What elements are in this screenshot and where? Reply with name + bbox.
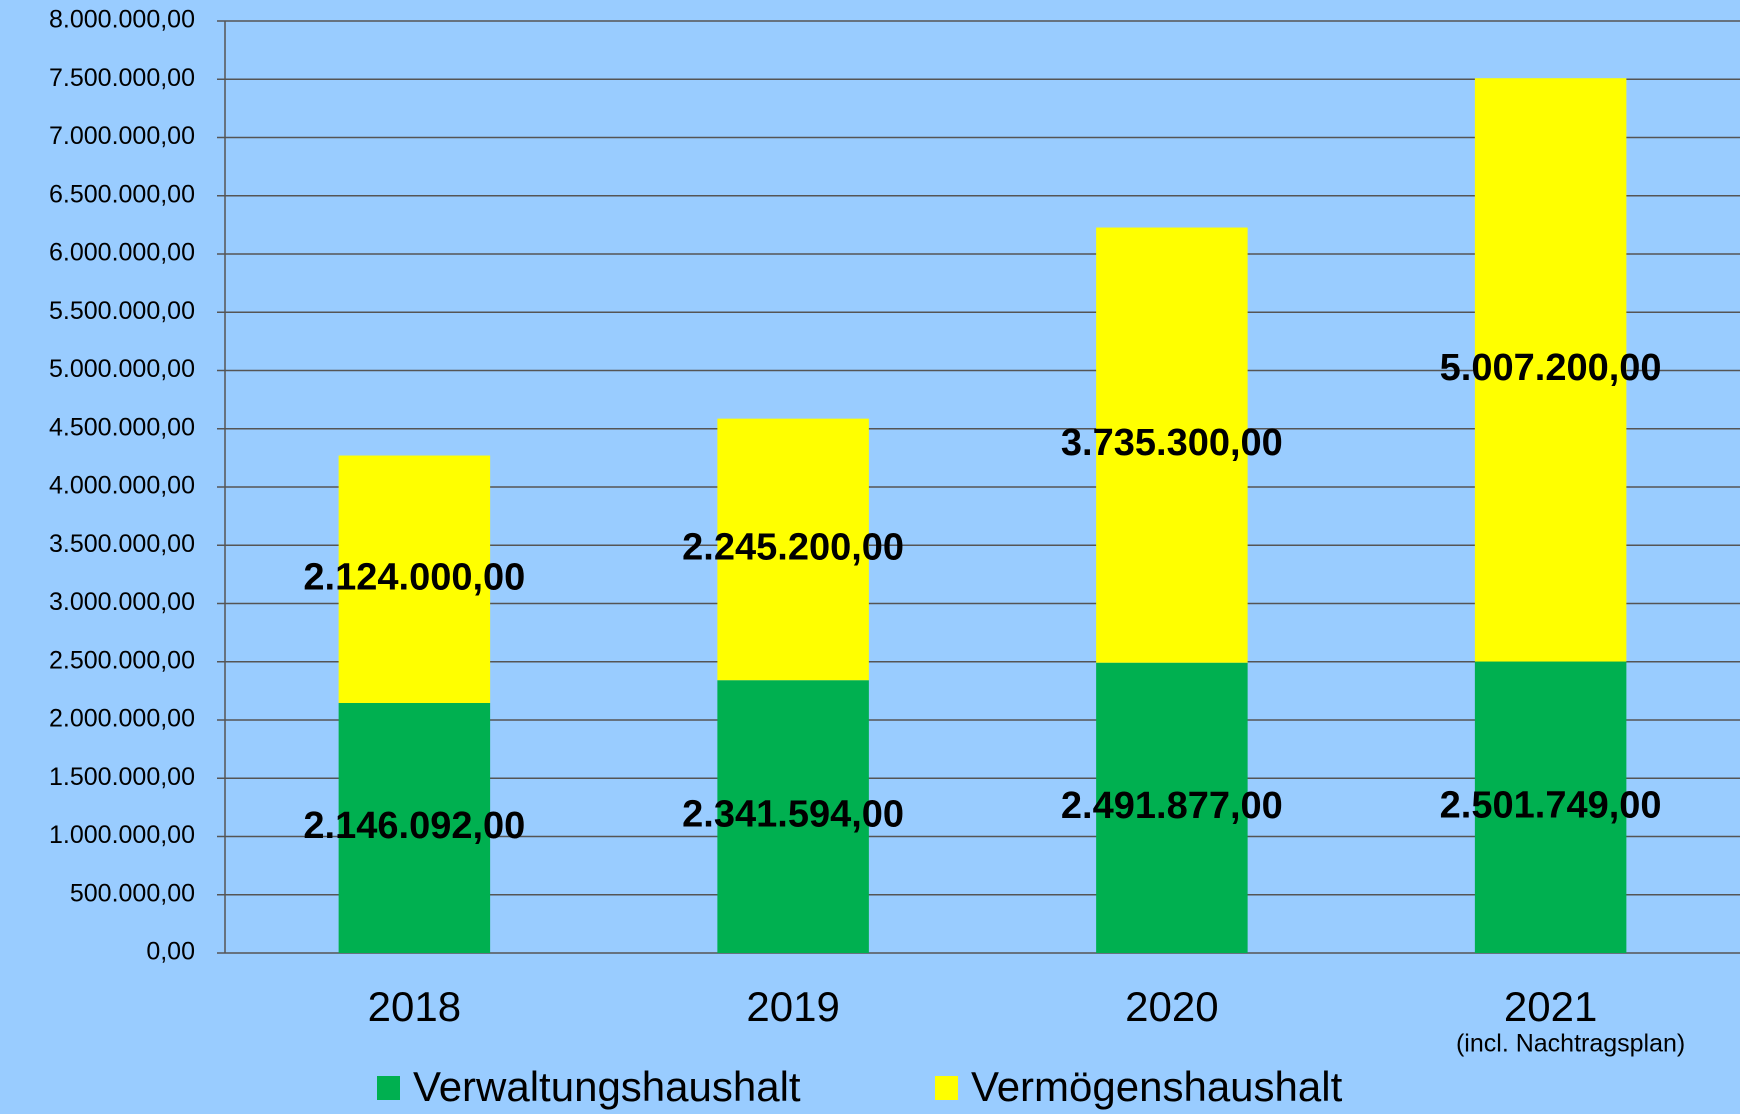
legend-label: Verwaltungshaushalt [413,1063,801,1110]
x-tick-label: 2021 [1504,983,1597,1030]
bar-segment [1474,78,1627,662]
data-label: 5.007.200,00 [1440,347,1662,389]
y-tick-label: 5.500.000,00 [49,297,195,325]
y-tick-label: 2.000.000,00 [49,705,195,733]
y-tick-label: 1.500.000,00 [49,763,195,791]
data-label: 2.245.200,00 [682,526,904,568]
legend-swatch [377,1076,400,1100]
y-tick-label: 6.000.000,00 [49,239,195,267]
y-tick-label: 2.500.000,00 [49,646,195,674]
data-label: 3.735.300,00 [1061,422,1283,464]
y-tick-label: 8.000.000,00 [49,6,195,34]
data-label: 2.341.594,00 [682,794,904,836]
bar-segment [338,702,491,953]
bar-segment [338,455,491,703]
x-tick-label: 2019 [746,983,839,1030]
x-tick-label: 2018 [368,983,461,1030]
y-tick-label: 3.000.000,00 [49,588,195,616]
bar-segment [1096,227,1248,663]
y-tick-label: 500.000,00 [70,879,195,907]
y-tick-label: 7.500.000,00 [49,64,195,92]
y-tick-label: 4.500.000,00 [49,413,195,441]
data-label: 2.146.092,00 [303,805,525,847]
y-tick-label: 4.000.000,00 [49,472,195,500]
y-tick-label: 1.000.000,00 [49,821,195,849]
bar-segment [1096,662,1248,953]
bar-segment [717,418,869,681]
y-tick-label: 3.500.000,00 [49,530,195,558]
data-label: 2.501.749,00 [1440,784,1662,826]
legend-label: Vermögenshaushalt [971,1063,1343,1110]
x-tick-label: 2020 [1125,983,1218,1030]
bar-segment [1474,661,1627,953]
y-tick-label: 7.000.000,00 [49,122,195,150]
y-tick-label: 5.000.000,00 [49,355,195,383]
y-tick-label: 6.500.000,00 [49,180,195,208]
y-tick-label: 0,00 [146,938,195,966]
legend-swatch [935,1076,958,1100]
category-note: (incl. Nachtragsplan) [1456,1030,1685,1058]
bar-segment [717,680,869,953]
data-label: 2.124.000,00 [303,556,525,598]
data-label: 2.491.877,00 [1061,785,1283,827]
